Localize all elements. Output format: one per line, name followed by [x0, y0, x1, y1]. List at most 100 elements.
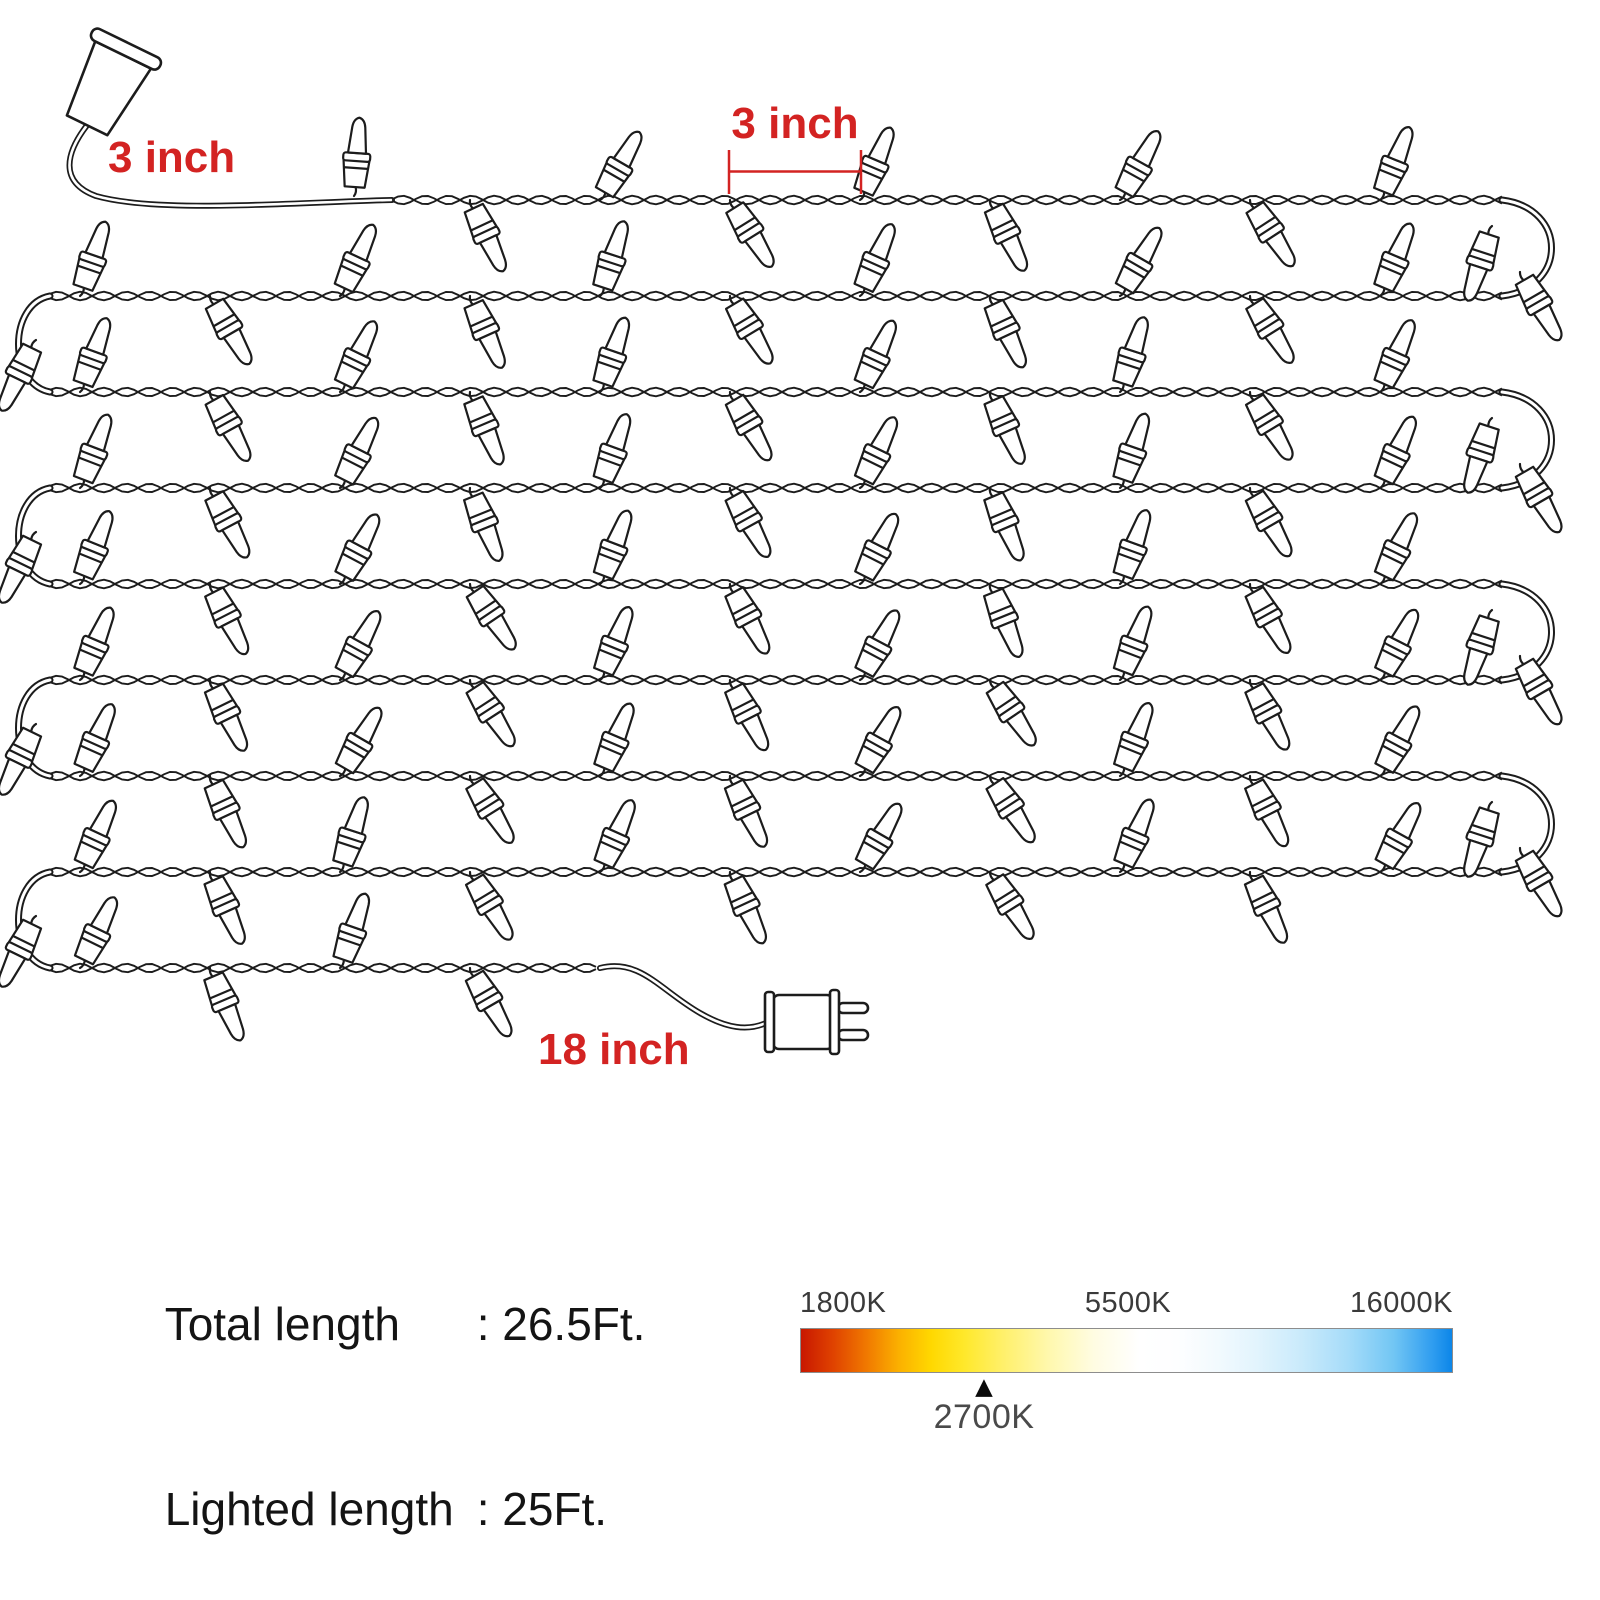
bulb: [1366, 121, 1424, 207]
bulb: [846, 506, 909, 592]
bulb: [846, 314, 907, 399]
bulb: [327, 603, 391, 688]
lead-wire-bottom: [597, 963, 771, 1031]
bulb: [1236, 672, 1300, 757]
bulb: [66, 794, 127, 879]
wire-row: [49, 866, 1503, 878]
bulb: [717, 384, 783, 468]
bulb: [1366, 410, 1427, 495]
bulb: [717, 480, 781, 565]
bulb: [66, 312, 121, 398]
bulb: [846, 603, 910, 688]
bulb: [1106, 697, 1164, 783]
lead-wires: [66, 121, 771, 1031]
bulb: [716, 576, 780, 661]
bulb: [196, 576, 259, 662]
bulb: [1106, 504, 1161, 590]
bulb: [586, 408, 641, 494]
dimension-bracket: [727, 150, 863, 194]
bulb: [456, 193, 517, 278]
bulb: [976, 385, 1036, 471]
bulb: [586, 793, 646, 879]
bulb: [1236, 864, 1298, 950]
bulb: [1366, 506, 1428, 592]
bulb: [977, 671, 1047, 754]
wire-row: [49, 866, 1503, 878]
temperature-scale-min-label: 1800K: [800, 1287, 887, 1319]
bulb: [586, 601, 644, 687]
spec-value: : 25Ft.: [476, 1483, 608, 1535]
connector-female: [65, 27, 163, 137]
bulb: [1236, 768, 1299, 854]
spec-value: : 26.5Ft.: [476, 1298, 646, 1350]
bulb-spacing-dimension-label: 3 inch: [731, 99, 859, 148]
bulb: [846, 217, 906, 303]
bulb: [1366, 217, 1425, 303]
bulb: [586, 216, 639, 302]
bulb: [457, 863, 524, 948]
bulb: [0, 716, 50, 802]
bulb: [846, 410, 908, 496]
wire-row: [391, 194, 1503, 206]
bulb: [0, 524, 50, 610]
bulb: [976, 481, 1035, 567]
bulb: [196, 865, 256, 951]
bulb: [586, 697, 645, 783]
wire-row: [49, 386, 1503, 398]
bulb: [1106, 600, 1162, 686]
bulb: [457, 767, 525, 851]
spec-row-lighted-length: Lighted length : 25Ft.: [88, 1437, 645, 1581]
wire-row: [49, 770, 1503, 782]
bulb: [717, 191, 785, 275]
bulb: [326, 507, 390, 592]
bulb: [716, 865, 777, 950]
wire-row: [49, 770, 1503, 782]
bulb: [716, 672, 779, 758]
bulb: [1107, 123, 1171, 208]
bulb: [326, 314, 388, 400]
bulb: [326, 218, 387, 303]
bulb: [66, 216, 120, 302]
bulb: [1237, 383, 1304, 468]
bulb: [66, 890, 128, 976]
bulb: [847, 796, 913, 880]
bulb: [1237, 576, 1301, 661]
wire-rows: [49, 194, 1503, 974]
wire-row: [49, 962, 597, 974]
lead-top-dimension-label: 3 inch: [108, 133, 236, 182]
bulb: [457, 671, 526, 755]
length-specs: Total length : 26.5Ft. Lighted length : 25…: [88, 1252, 646, 1600]
bulb: [197, 384, 261, 469]
wire-loops: [15, 196, 1555, 972]
wire-row: [49, 290, 1503, 302]
bulb: [197, 288, 263, 372]
wire-row: [49, 674, 1503, 686]
wire-row: [49, 290, 1503, 302]
bulb: [1237, 480, 1303, 564]
string-lights-drawing: [0, 27, 1573, 1056]
bulb: [1106, 408, 1160, 494]
spec-label: Lighted length: [164, 1483, 454, 1535]
bulb: [66, 505, 124, 591]
bulb: [976, 289, 1037, 374]
bulb: [66, 697, 126, 783]
bulb: [326, 410, 389, 496]
bulb: [717, 287, 784, 372]
wire-row: [49, 674, 1503, 686]
bulb: [196, 961, 255, 1047]
bulb: [977, 767, 1046, 851]
bulb: [196, 480, 260, 565]
bulb: [326, 888, 380, 974]
bulb: [1366, 602, 1429, 688]
bulb: [326, 792, 379, 878]
bulb: [976, 192, 1038, 278]
wire-row: [49, 482, 1503, 494]
bulb: [1107, 220, 1173, 304]
temperature-scale-max-label: 16000K: [1350, 1287, 1453, 1319]
bulb: [66, 408, 122, 494]
spec-label: Total length: [164, 1298, 400, 1350]
bulb: [456, 289, 516, 375]
wire-row: [391, 194, 1503, 206]
temperature-gradient-bar: [800, 1328, 1453, 1373]
temperature-marker-icon: ▲: [975, 1374, 993, 1400]
